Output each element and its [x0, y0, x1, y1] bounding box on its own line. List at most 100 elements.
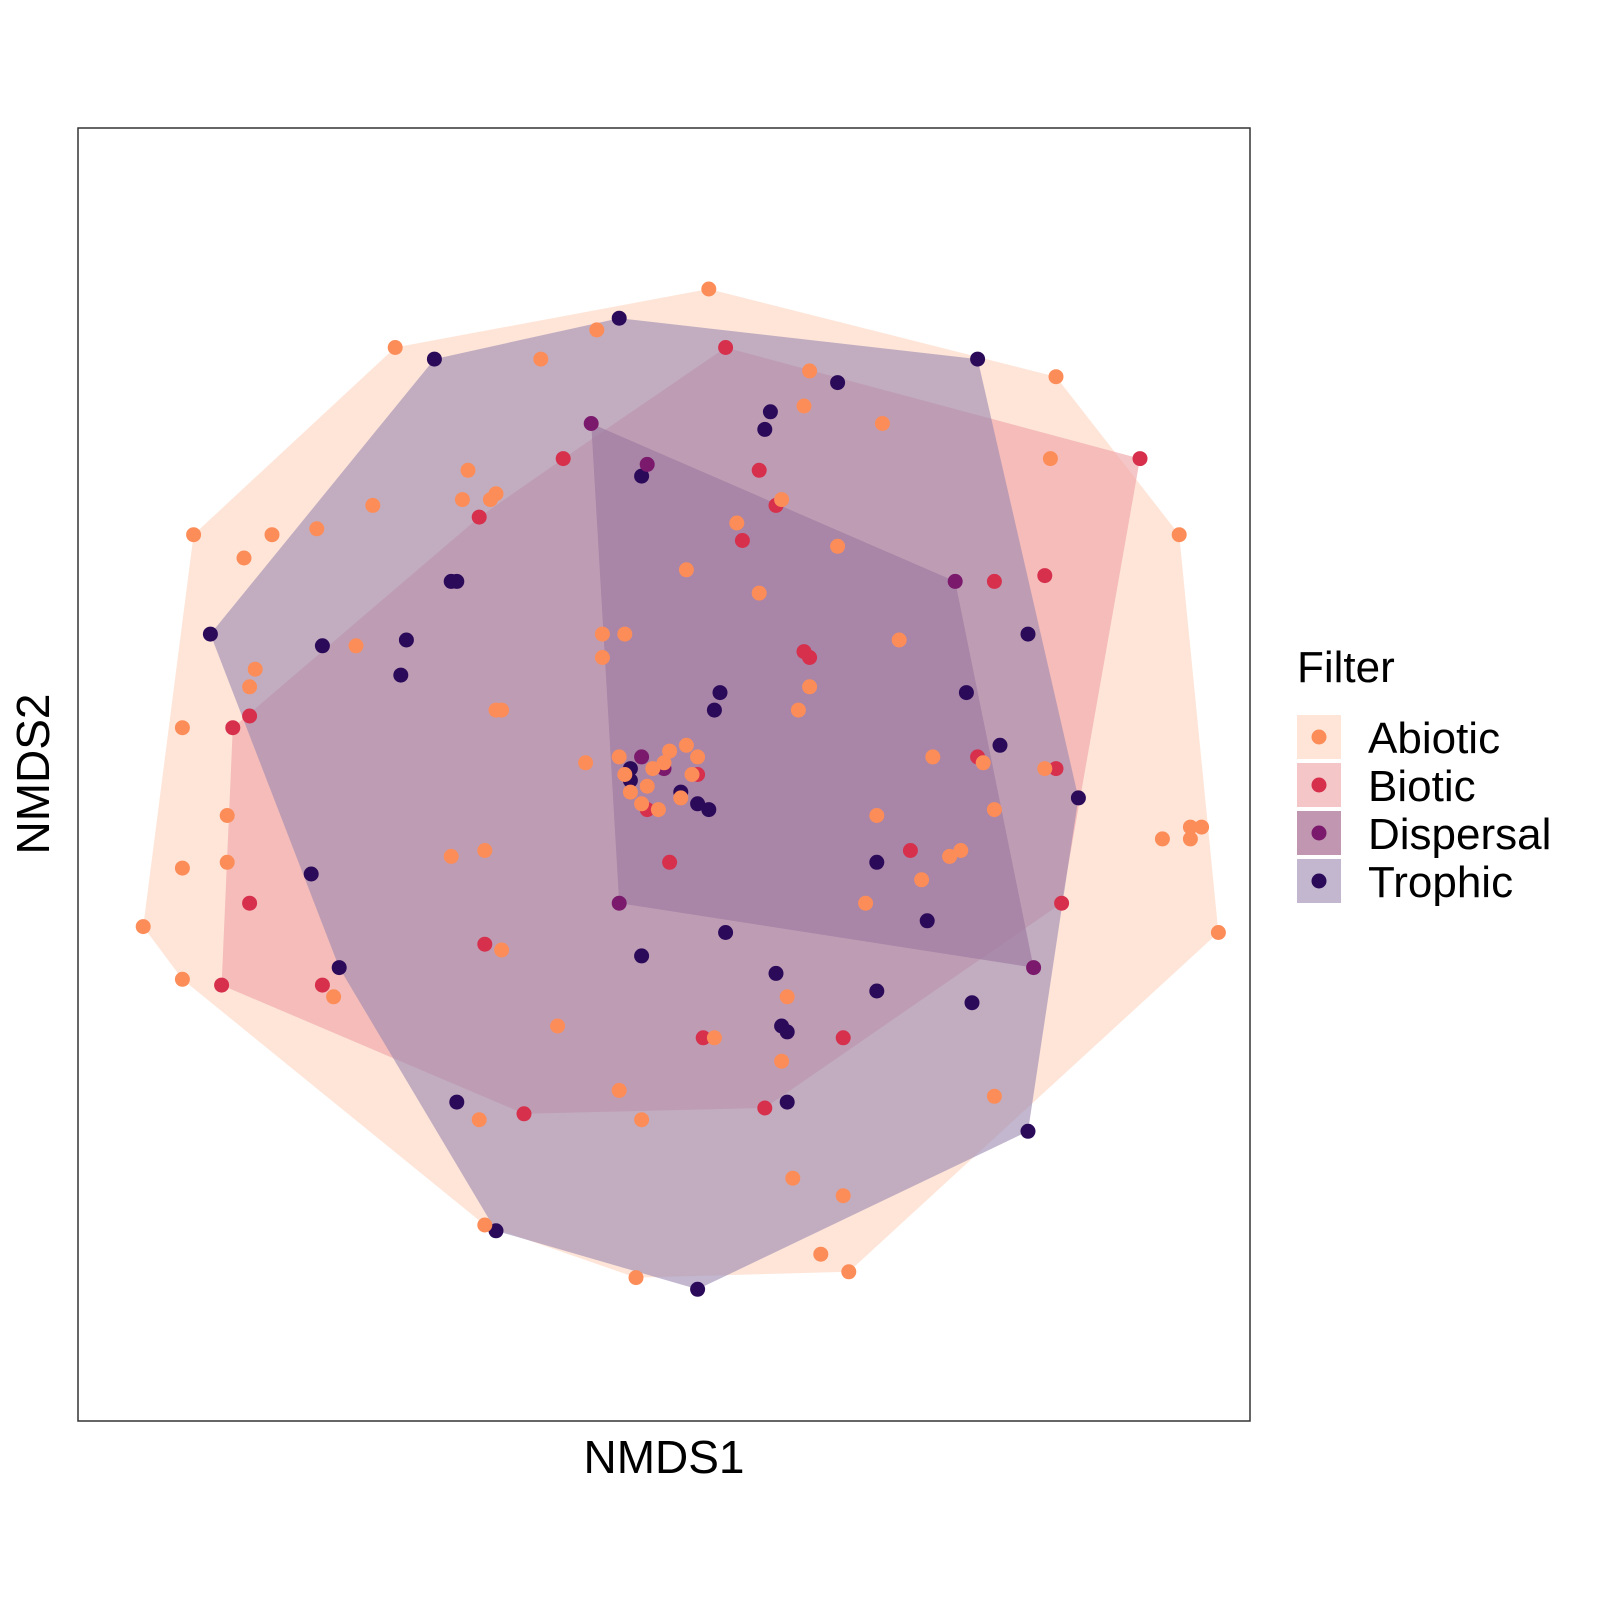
point-trophic: [718, 925, 734, 940]
point-biotic: [471, 509, 487, 525]
point-abiotic: [488, 702, 504, 718]
point-trophic: [331, 960, 347, 976]
point-abiotic: [656, 755, 672, 771]
point-abiotic: [550, 1018, 566, 1034]
point-abiotic: [790, 702, 806, 718]
point-dispersal: [583, 416, 599, 431]
point-abiotic: [1182, 819, 1198, 835]
point-biotic: [751, 462, 767, 478]
point-abiotic: [174, 971, 190, 987]
point-abiotic: [622, 784, 638, 800]
point-abiotic: [813, 1246, 829, 1262]
point-trophic: [690, 796, 706, 812]
point-dispersal: [639, 456, 655, 472]
point-abiotic: [578, 755, 594, 771]
point-abiotic: [706, 1030, 722, 1046]
point-abiotic: [219, 808, 235, 823]
point-biotic: [662, 854, 678, 870]
legend-label-biotic: Biotic: [1368, 762, 1476, 811]
point-abiotic: [135, 919, 151, 935]
point-trophic: [393, 667, 409, 683]
point-trophic: [314, 638, 330, 654]
y-axis-title: NMDS2: [7, 693, 59, 854]
point-abiotic: [471, 1112, 487, 1128]
point-abiotic: [830, 538, 846, 554]
point-abiotic: [953, 843, 969, 858]
point-abiotic: [1210, 925, 1226, 940]
point-trophic: [303, 866, 319, 882]
point-trophic: [869, 983, 885, 999]
point-abiotic: [1037, 761, 1053, 777]
point-abiotic: [611, 749, 627, 765]
point-abiotic: [594, 650, 610, 665]
point-abiotic: [835, 1188, 851, 1204]
point-trophic: [634, 468, 650, 484]
point-biotic: [802, 650, 818, 665]
point-trophic: [1070, 790, 1086, 806]
point-abiotic: [348, 638, 364, 654]
point-abiotic: [1182, 831, 1198, 847]
point-abiotic: [1194, 819, 1210, 835]
point-abiotic: [174, 860, 190, 876]
point-abiotic: [914, 872, 930, 888]
hull-layer: [143, 289, 1219, 1290]
point-trophic: [634, 948, 650, 964]
point-trophic: [919, 913, 935, 929]
point-abiotic: [891, 632, 907, 648]
point-abiotic: [589, 322, 605, 338]
point-abiotic: [639, 778, 655, 794]
point-trophic: [701, 802, 717, 818]
point-biotic: [1037, 568, 1053, 584]
point-trophic: [869, 854, 885, 870]
point-abiotic: [1048, 369, 1064, 385]
point-biotic: [477, 936, 493, 952]
point-abiotic: [869, 808, 885, 823]
point-biotic: [555, 451, 571, 467]
point-abiotic: [858, 895, 874, 911]
point-abiotic: [533, 351, 549, 367]
point-abiotic: [219, 854, 235, 870]
point-biotic: [718, 340, 734, 355]
point-abiotic: [477, 843, 493, 858]
point-trophic: [449, 573, 465, 589]
point-abiotic: [247, 661, 263, 677]
legend-dot-dispersal: [1311, 825, 1327, 841]
point-abiotic: [673, 790, 689, 806]
point-trophic: [706, 702, 722, 718]
point-abiotic: [594, 626, 610, 642]
point-biotic: [242, 708, 258, 724]
point-abiotic: [634, 796, 650, 812]
point-abiotic: [617, 626, 633, 642]
point-abiotic: [729, 515, 745, 531]
point-trophic: [398, 632, 414, 648]
point-trophic: [768, 965, 784, 981]
point-trophic: [611, 310, 627, 326]
point-abiotic: [774, 492, 790, 508]
point-biotic: [986, 573, 1002, 589]
point-abiotic: [236, 550, 252, 566]
point-trophic: [779, 1094, 795, 1110]
point-abiotic: [774, 1053, 790, 1069]
point-abiotic: [942, 848, 958, 864]
point-abiotic: [482, 492, 498, 508]
point-abiotic: [678, 737, 694, 753]
point-trophic: [992, 737, 1008, 753]
point-abiotic: [460, 462, 476, 478]
point-layer: [135, 281, 1226, 1297]
point-biotic: [516, 1106, 532, 1122]
point-abiotic: [650, 802, 666, 818]
point-biotic: [1132, 451, 1148, 467]
point-abiotic: [365, 497, 381, 513]
point-abiotic: [645, 761, 661, 777]
point-abiotic: [841, 1264, 857, 1280]
point-abiotic: [309, 521, 325, 537]
point-trophic: [449, 1094, 465, 1110]
point-abiotic: [986, 1088, 1002, 1104]
point-biotic: [757, 1100, 773, 1116]
point-abiotic: [684, 767, 700, 782]
x-axis-title: NMDS1: [583, 1431, 744, 1483]
point-abiotic: [975, 755, 991, 771]
point-trophic: [830, 375, 846, 391]
point-abiotic: [690, 749, 706, 765]
